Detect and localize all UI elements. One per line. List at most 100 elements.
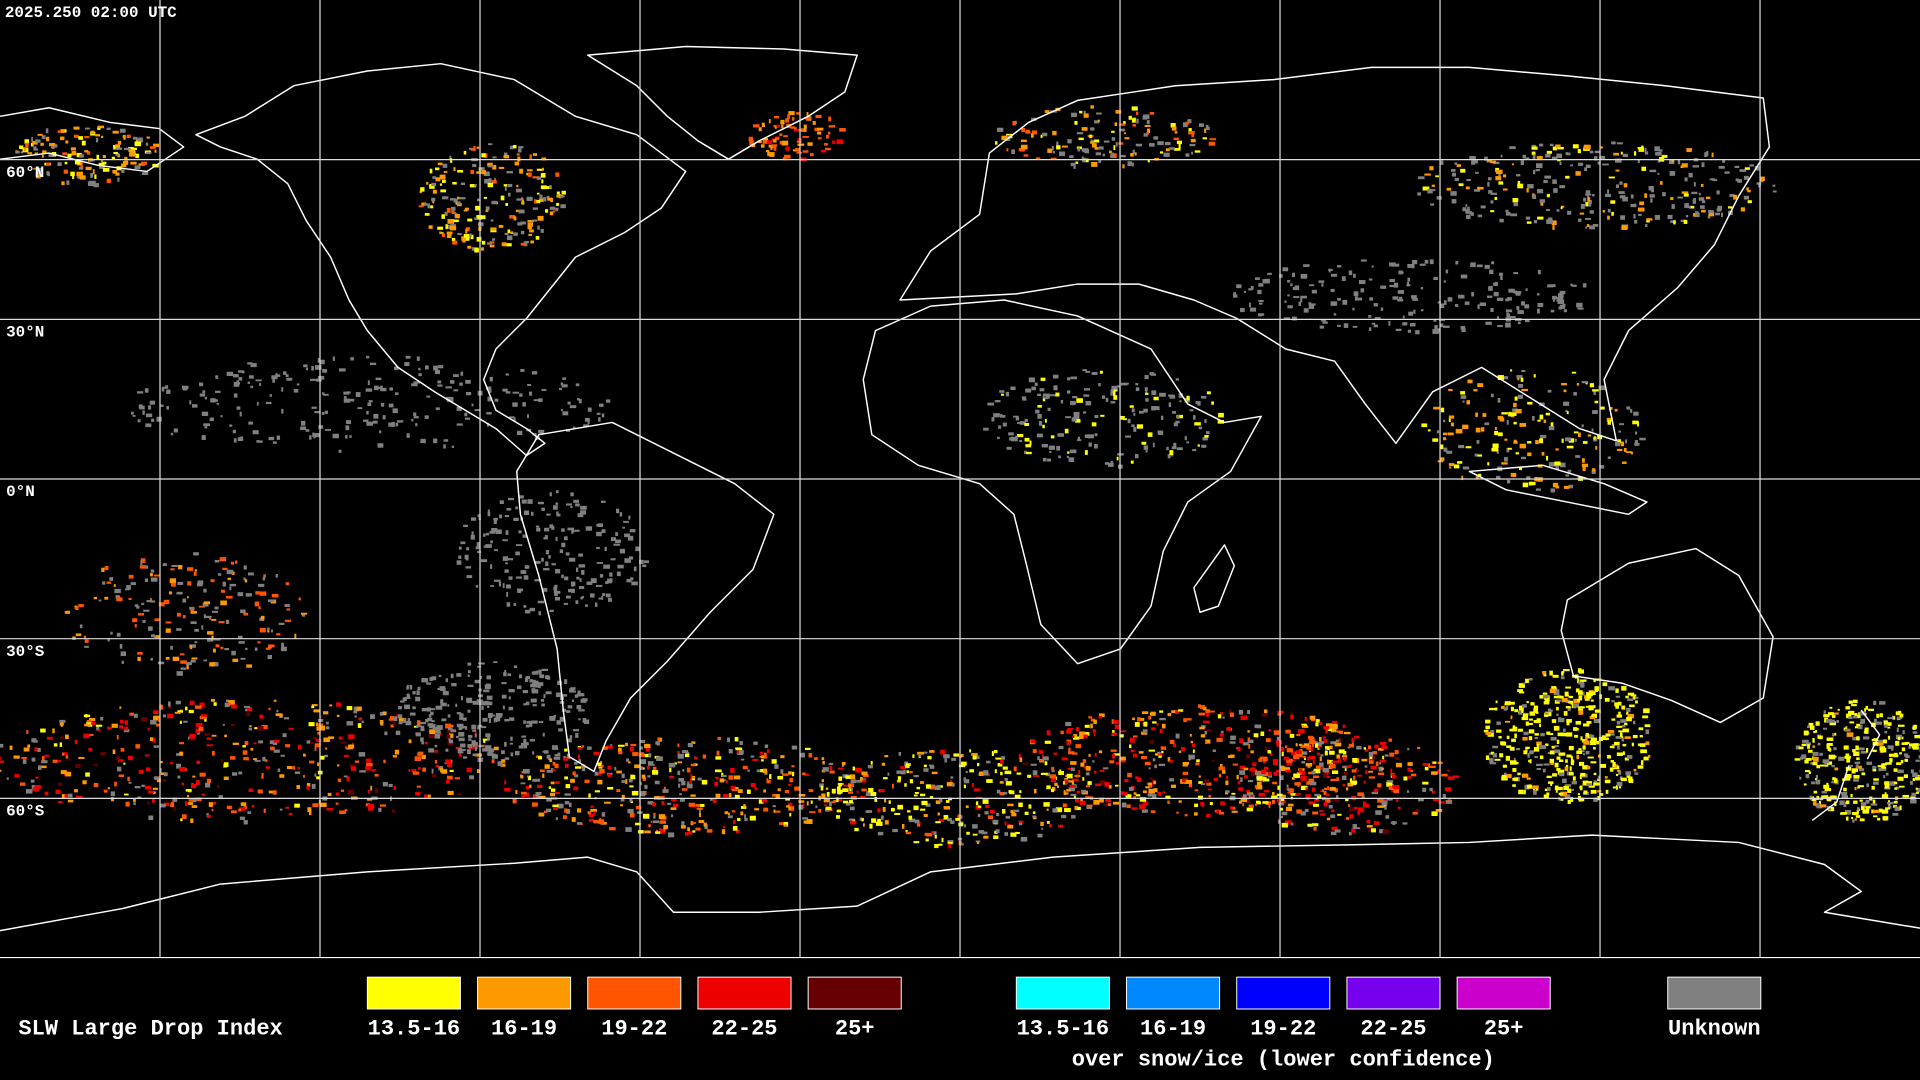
cloud-pixel [460, 182, 466, 186]
cloud-pixel [529, 739, 535, 742]
cloud-pixel [1034, 382, 1038, 386]
cloud-pixel [79, 175, 86, 180]
cloud-pixel [1260, 780, 1264, 783]
cloud-pixel [1357, 792, 1364, 797]
cloud-pixel [1258, 283, 1264, 287]
cloud-pixel [92, 169, 95, 175]
cloud-pixel [176, 763, 182, 769]
cloud-pixel [201, 793, 205, 796]
cloud-pixel [1371, 322, 1376, 325]
cloud-pixel [1430, 203, 1435, 206]
cloud-pixel [972, 824, 978, 829]
cloud-pixel [532, 207, 538, 210]
cloud-pixel [1536, 718, 1541, 722]
cloud-pixel [892, 828, 898, 833]
cloud-pixel [783, 135, 788, 138]
cloud-pixel [1493, 291, 1499, 297]
cloud-pixel [627, 535, 634, 541]
cloud-pixel [760, 751, 764, 755]
cloud-pixel [123, 728, 130, 733]
cloud-pixel [1050, 778, 1056, 783]
cloud-pixel [1324, 750, 1328, 756]
cloud-pixel [1509, 746, 1515, 751]
cloud-pixel [391, 421, 395, 427]
cloud-pixel [1465, 446, 1472, 449]
cloud-pixel [189, 733, 196, 739]
cloud-pixel [764, 744, 769, 749]
cloud-pixel [1225, 780, 1229, 786]
cloud-pixel [319, 715, 323, 719]
cloud-pixel [1508, 701, 1515, 705]
cloud-pixel [323, 737, 330, 743]
cloud-pixel [1858, 768, 1865, 772]
cloud-pixel [1144, 125, 1151, 127]
cloud-pixel [1643, 708, 1650, 714]
cloud-pixel [695, 827, 701, 831]
cloud-pixel [1620, 151, 1623, 155]
cloud-pixel [1841, 792, 1847, 796]
cloud-pixel [852, 766, 856, 771]
cloud-pixel [482, 717, 488, 722]
cloud-pixel [1091, 372, 1098, 375]
cloud-pixel [1557, 717, 1565, 723]
cloud-pixel [684, 832, 689, 836]
cloud-pixel [791, 765, 795, 768]
cloud-pixel [1542, 694, 1549, 699]
cloud-pixel [1539, 745, 1547, 750]
cloud-pixel [642, 813, 650, 819]
cloud-pixel [629, 785, 634, 788]
cloud-pixel [1290, 751, 1297, 755]
cloud-pixel [19, 782, 26, 786]
cloud-pixel [429, 677, 433, 681]
cloud-pixel [1616, 769, 1621, 772]
cloud-pixel [321, 412, 325, 415]
cloud-pixel [461, 236, 467, 241]
cloud-pixel [26, 729, 29, 734]
cloud-pixel [1913, 743, 1919, 747]
cloud-pixel [1620, 441, 1625, 447]
cloud-pixel [181, 782, 185, 786]
cloud-pixel [1111, 754, 1116, 759]
cloud-pixel [1252, 762, 1257, 767]
cloud-pixel [265, 766, 270, 769]
cloud-pixel [117, 140, 122, 145]
cloud-pixel [1079, 110, 1083, 114]
cloud-pixel [1619, 181, 1623, 185]
cloud-pixel [1570, 755, 1573, 761]
cloud-pixel [1173, 137, 1179, 141]
cloud-pixel [580, 596, 583, 600]
cloud-pixel [1204, 434, 1209, 438]
cloud-pixel [525, 609, 531, 614]
cloud-pixel [777, 775, 784, 780]
cloud-pixel [1902, 794, 1910, 798]
cloud-pixel [1407, 277, 1411, 282]
cloud-pixel [306, 740, 311, 744]
cloud-pixel [1095, 783, 1102, 786]
cloud-pixel [456, 201, 461, 205]
cloud-pixel [1638, 147, 1644, 152]
cloud-pixel [1477, 383, 1484, 388]
cloud-pixel [777, 788, 781, 792]
cloud-pixel [1655, 151, 1662, 156]
cloud-pixel [1058, 455, 1061, 459]
cloud-pixel [802, 817, 809, 820]
cloud-pixel [513, 417, 516, 422]
cloud-pixel [1499, 218, 1504, 223]
cloud-pixel [1526, 701, 1529, 704]
cloud-pixel [575, 694, 581, 697]
cloud-pixel [1728, 206, 1733, 209]
cloud-pixel [1828, 754, 1836, 760]
cloud-pixel [626, 578, 632, 583]
cloud-pixel [430, 711, 434, 716]
cloud-pixel [84, 136, 90, 139]
cloud-pixel [343, 775, 348, 778]
cloud-pixel [216, 784, 220, 789]
cloud-pixel [1140, 717, 1145, 721]
cloud-pixel [1576, 302, 1583, 308]
cloud-pixel [1565, 759, 1568, 763]
cloud-pixel [897, 776, 902, 780]
cloud-pixel [715, 776, 719, 780]
cloud-pixel [1537, 269, 1541, 275]
cloud-pixel [1503, 772, 1507, 776]
cloud-pixel [535, 792, 542, 796]
